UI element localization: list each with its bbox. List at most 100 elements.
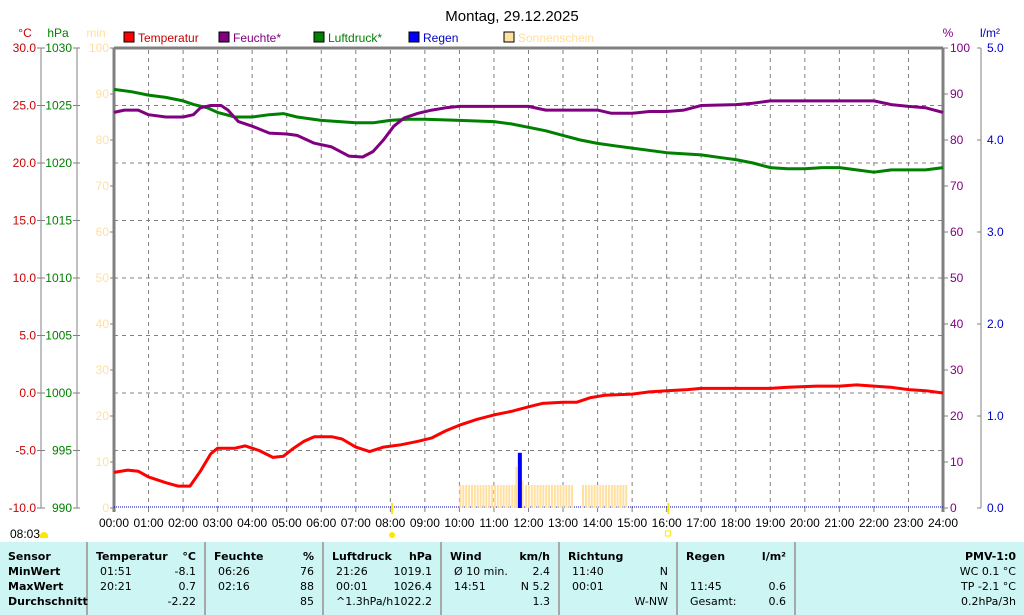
x-tick: 09:00 <box>410 516 440 530</box>
pressure-unit-label: hPa <box>47 26 69 40</box>
sunshine-bar <box>582 485 585 508</box>
stats-value: 1022.2 <box>393 595 433 608</box>
sunshine-bar <box>521 480 524 508</box>
sunshine-bar <box>610 485 613 508</box>
x-tick: 14:00 <box>583 516 613 530</box>
sunrise-icon <box>40 532 48 538</box>
x-tick: 22:00 <box>859 516 889 530</box>
sunshine-bar <box>468 485 471 508</box>
humidity-tick: 10 <box>950 455 964 469</box>
temp-tick: 20.0 <box>13 156 37 170</box>
x-tick: 20:00 <box>790 516 820 530</box>
humidity-tick: 50 <box>950 271 964 285</box>
sunshine-bar <box>550 485 553 508</box>
legend-swatch-0 <box>123 31 135 43</box>
temp-tick: 25.0 <box>13 99 37 113</box>
stats-header: Regen <box>686 550 726 563</box>
sunshine-bar <box>568 485 571 508</box>
x-tick: 17:00 <box>686 516 716 530</box>
stats-value: N <box>659 580 668 593</box>
stats-value: 0.6 <box>768 580 787 593</box>
temp-tick: -10.0 <box>9 501 37 515</box>
sunshine-bar <box>514 485 517 508</box>
stats-col-direction: Richtung 11:40 N 00:01 N W-NW <box>560 542 678 615</box>
stats-unit: % <box>302 550 314 563</box>
rain-bar <box>517 452 522 508</box>
stats-value: 85 <box>300 595 314 608</box>
rain-tick: 5.0 <box>987 41 1004 55</box>
pmv-value: WC 0.1 °C <box>959 565 1016 578</box>
stats-value: -2.22 <box>167 595 196 608</box>
weather-chart: Montag, 29.12.2025 Temperatur Feuchte* Luf… <box>9 8 1004 538</box>
temp-tick: 30.0 <box>13 41 37 55</box>
sun-tick: 80 <box>96 133 110 147</box>
stats-col-rain: Regen l/m² 11:45 0.6 Gesamt: 0.6 <box>678 542 796 615</box>
x-tick: 12:00 <box>513 516 543 530</box>
sunshine-bar <box>511 485 514 508</box>
x-tick: 16:00 <box>652 516 682 530</box>
sunshine-bar <box>505 485 508 508</box>
stats-col-pressure: Luftdruck hPa 21:26 1019.1 00:01 1026.4 ^1.3hP… <box>324 542 442 615</box>
legend-swatch-1 <box>218 31 230 43</box>
pmv-value: TP -2.1 °C <box>961 580 1016 593</box>
stats-time: 00:01 <box>336 580 368 593</box>
legend-swatch-2 <box>313 31 325 43</box>
temp-tick: 15.0 <box>13 214 37 228</box>
stats-value: 88 <box>300 580 314 593</box>
feuchte-line <box>113 99 944 159</box>
sun-tick: 0 <box>102 501 109 515</box>
x-tick: 00:00 <box>99 516 129 530</box>
humidity-tick: 80 <box>950 133 964 147</box>
stats-value: 1.3 <box>532 595 551 608</box>
stats-header: Richtung <box>568 550 624 563</box>
sunshine-bar <box>613 485 616 508</box>
humidity-tick: 20 <box>950 409 964 423</box>
sunshine-bar <box>502 485 505 508</box>
stats-unit: km/h <box>519 550 550 563</box>
humidity-unit-label: % <box>943 26 954 40</box>
sun-tick: 20 <box>96 409 110 423</box>
stats-value: 76 <box>300 565 314 578</box>
sunshine-bar <box>556 485 559 508</box>
stats-value: 2.4 <box>532 565 551 578</box>
sunshine-bar <box>482 485 485 508</box>
sunshine-bar <box>459 485 462 508</box>
sunshine-bar <box>476 485 479 508</box>
moon-icon <box>664 530 671 537</box>
sunshine-bar <box>527 485 530 508</box>
x-tick: 02:00 <box>168 516 198 530</box>
pressure-tick: 990 <box>52 501 72 515</box>
sun-tick: 60 <box>96 225 110 239</box>
sun-tick: 40 <box>96 317 110 331</box>
data-lines <box>113 87 944 538</box>
legend-label: Luftdruck* <box>328 31 382 45</box>
stats-value: W-NW <box>634 595 668 608</box>
x-tick: 23:00 <box>893 516 923 530</box>
sunshine-bar <box>499 485 502 508</box>
pressure-tick: 1005 <box>45 329 72 343</box>
sunshine-bar <box>607 485 610 508</box>
statistics-table: Sensor MinWert MaxWert Durchschnitt Temp… <box>0 542 1024 615</box>
sunshine-bar <box>485 485 488 508</box>
sunshine-bar <box>565 485 568 508</box>
stats-time: 00:01 <box>572 580 604 593</box>
stats-time: Gesamt: <box>690 595 737 608</box>
sunshine-bar <box>571 485 574 508</box>
stats-time: 02:16 <box>218 580 250 593</box>
sunshine-bar <box>536 485 539 508</box>
stats-col-wind: Wind km/h Ø 10 min. 2.4 14:51 N 5.2 1.3 <box>442 542 560 615</box>
x-tick: 01:00 <box>134 516 164 530</box>
x-tick: 18:00 <box>721 516 751 530</box>
stats-unit: l/m² <box>761 550 786 563</box>
x-tick: 21:00 <box>824 516 854 530</box>
sunshine-bars <box>459 466 628 508</box>
humidity-tick: 90 <box>950 87 964 101</box>
sunshine-bar <box>508 485 511 508</box>
x-tick: 07:00 <box>341 516 371 530</box>
row-label-avg: Durchschnitt <box>8 595 88 608</box>
rain-tick: 2.0 <box>987 317 1004 331</box>
sunshine-bar <box>470 485 473 508</box>
pressure-tick: 1020 <box>45 156 72 170</box>
temp-unit-label: °C <box>18 26 32 40</box>
